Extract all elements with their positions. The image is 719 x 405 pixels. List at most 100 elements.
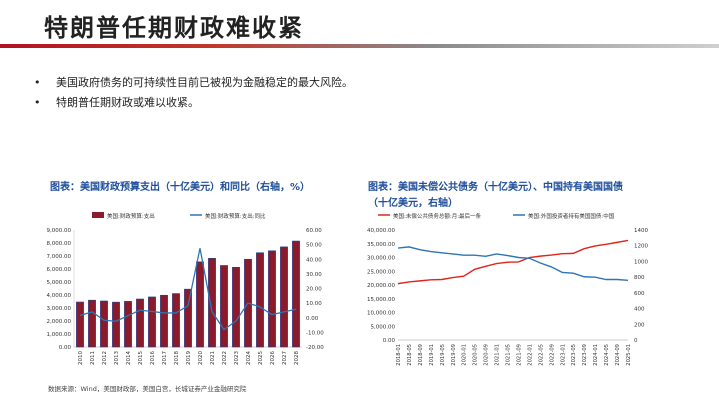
y-tick-left: 40,000.00 [367,228,395,234]
bullet-list: • 美国政府债务的可持续性目前已被视为金融稳定的最大风险。 • 特朗普任期财政或… [34,72,353,112]
x-tick-label: 2023 [234,351,240,365]
budget-chart: 美国:财政预算:支出 美国:财政预算:支出:同比 0.00 1,000.00 2,000… [47,212,324,365]
x-tick-label: 2017 [162,351,168,365]
y-tick-right: 60.00 [306,228,322,234]
y-tick-left: 30,000.00 [367,256,395,262]
x-tick-label: 2024-01 [593,344,599,366]
x-tick-label: 2022 [222,351,228,365]
bar-expenditure [112,301,120,348]
bullet-mark: • [34,95,41,109]
bullet-item: • 特朗普任期财政或难以收紧。 [34,92,353,112]
y-tick-right: 1200 [634,244,648,250]
bar-expenditure [172,293,180,348]
x-tick-label: 2026 [270,351,276,365]
bullet-text: 美国政府债务的可持续性目前已被视为金融稳定的最大风险。 [56,76,353,89]
x-tick-label: 2027 [282,351,288,365]
y-tick-left: 2,000.00 [47,319,72,325]
x-tick-label: 2024-05 [604,344,610,366]
bullet-text: 特朗普任期财政或难以收紧。 [56,96,199,109]
x-tick-label: 2020-01 [462,344,468,366]
page-title: 特朗普任期财政难收紧 [44,14,304,42]
bullet-item: • 美国政府债务的可持续性目前已被视为金融稳定的最大风险。 [34,72,353,92]
x-tick-label: 2012 [102,351,108,365]
x-tick-label: 2023-09 [582,344,588,366]
y-tick-left: 7,000.00 [47,254,72,260]
bar-expenditure [148,296,156,348]
x-tick-label: 2023-01 [560,344,566,366]
bar-expenditure [292,240,300,348]
x-tick-label: 2020 [198,351,204,365]
bar-expenditure [220,265,228,348]
y-tick-left: 10,000.00 [367,311,395,317]
chart-title-budget: 图表：美国财政预算支出（十亿美元）和同比（右轴，%） [50,182,311,193]
bar-expenditure [208,258,216,348]
bar-expenditure [88,299,96,348]
x-tick-label: 2019-09 [451,344,457,366]
x-tick-label: 2025-01 [626,344,632,366]
chart-title-debt: 图表：美国未偿公共债务（十亿美元）、中国持有美国国债（十亿美元，右轴） [368,182,623,209]
y-tick-right: 200 [634,322,645,328]
y-tick-right: 1400 [634,228,648,234]
x-tick-label: 2018-09 [418,344,424,366]
x-tick-label: 2021 [210,351,216,365]
legend-label: 美国:财政预算:支出 [107,212,155,220]
y-tick-right: -20.00 [306,345,324,351]
y-tick-left: 9,000.00 [47,228,72,234]
bar-expenditure [184,288,192,348]
x-tick-label: 2018-05 [407,344,413,366]
x-tick-label: 2018 [174,351,180,365]
bar-expenditure [100,300,108,348]
y-tick-right: 30.00 [306,272,322,278]
y-tick-left: 15,000.00 [367,297,395,303]
y-tick-right: 50.00 [306,243,322,249]
legend-swatch-expenditure [92,212,104,218]
line-public-debt [397,239,629,285]
y-tick-right: 0 [634,338,638,344]
x-tick-label: 2014 [126,351,132,365]
y-tick-left: 8,000.00 [47,241,72,247]
title-bar: 特朗普任期财政难收紧 [0,0,719,48]
y-tick-left: 25,000.00 [367,269,395,275]
title-underline [0,44,719,48]
y-tick-right: 1000 [634,259,648,265]
x-tick-label: 2021-09 [516,344,522,366]
y-tick-right: 20.00 [306,287,322,293]
x-tick-label: 2010 [78,351,84,365]
x-tick-label: 2022-05 [538,344,544,366]
x-tick-label: 2021-01 [495,344,501,366]
line-yoy [79,248,297,331]
bar-expenditure [160,294,168,348]
y-tick-left: 0.00 [383,338,396,344]
bar-expenditure [76,301,84,348]
x-tick-label: 2020-05 [473,344,479,366]
y-tick-left: 35,000.00 [367,242,395,248]
bar-expenditure [268,250,276,348]
y-tick-left: 3,000.00 [47,306,72,312]
bar-expenditure [280,246,288,348]
line-china-holdings [397,246,629,281]
legend-label: 美国:财政预算:支出:同比 [205,212,266,220]
y-tick-right: 0.00 [306,316,319,322]
x-tick-label: 2013 [114,351,120,365]
x-tick-label: 2024-09 [615,344,621,366]
y-tick-left: 4,000.00 [47,293,72,299]
x-tick-label: 2023-05 [571,344,577,366]
y-tick-left: 5,000.00 [47,280,72,286]
y-tick-left: 0.00 [59,345,72,351]
x-tick-label: 2016 [150,351,156,365]
bar-expenditure [196,261,204,348]
legend-label: 美国:外国投资者持有美国国债:中国 [528,212,615,220]
y-tick-left: 20,000.00 [367,283,395,289]
x-tick-label: 2022-01 [527,344,533,366]
x-tick-label: 2025 [258,351,264,365]
bar-expenditure [256,252,264,348]
x-tick-label: 2021-05 [506,344,512,366]
source-note: 数据来源：Wind，美国财政部，美国白宫，长城证券产业金融研究院 [48,385,247,393]
y-tick-right: 600 [634,291,645,297]
y-tick-right: 10.00 [306,301,322,307]
y-tick-left: 6,000.00 [47,267,72,273]
x-tick-label: 2028 [294,351,300,365]
x-tick-label: 2019 [186,351,192,365]
x-tick-label: 2022-09 [549,344,555,366]
y-tick-left: 1,000.00 [47,332,72,338]
